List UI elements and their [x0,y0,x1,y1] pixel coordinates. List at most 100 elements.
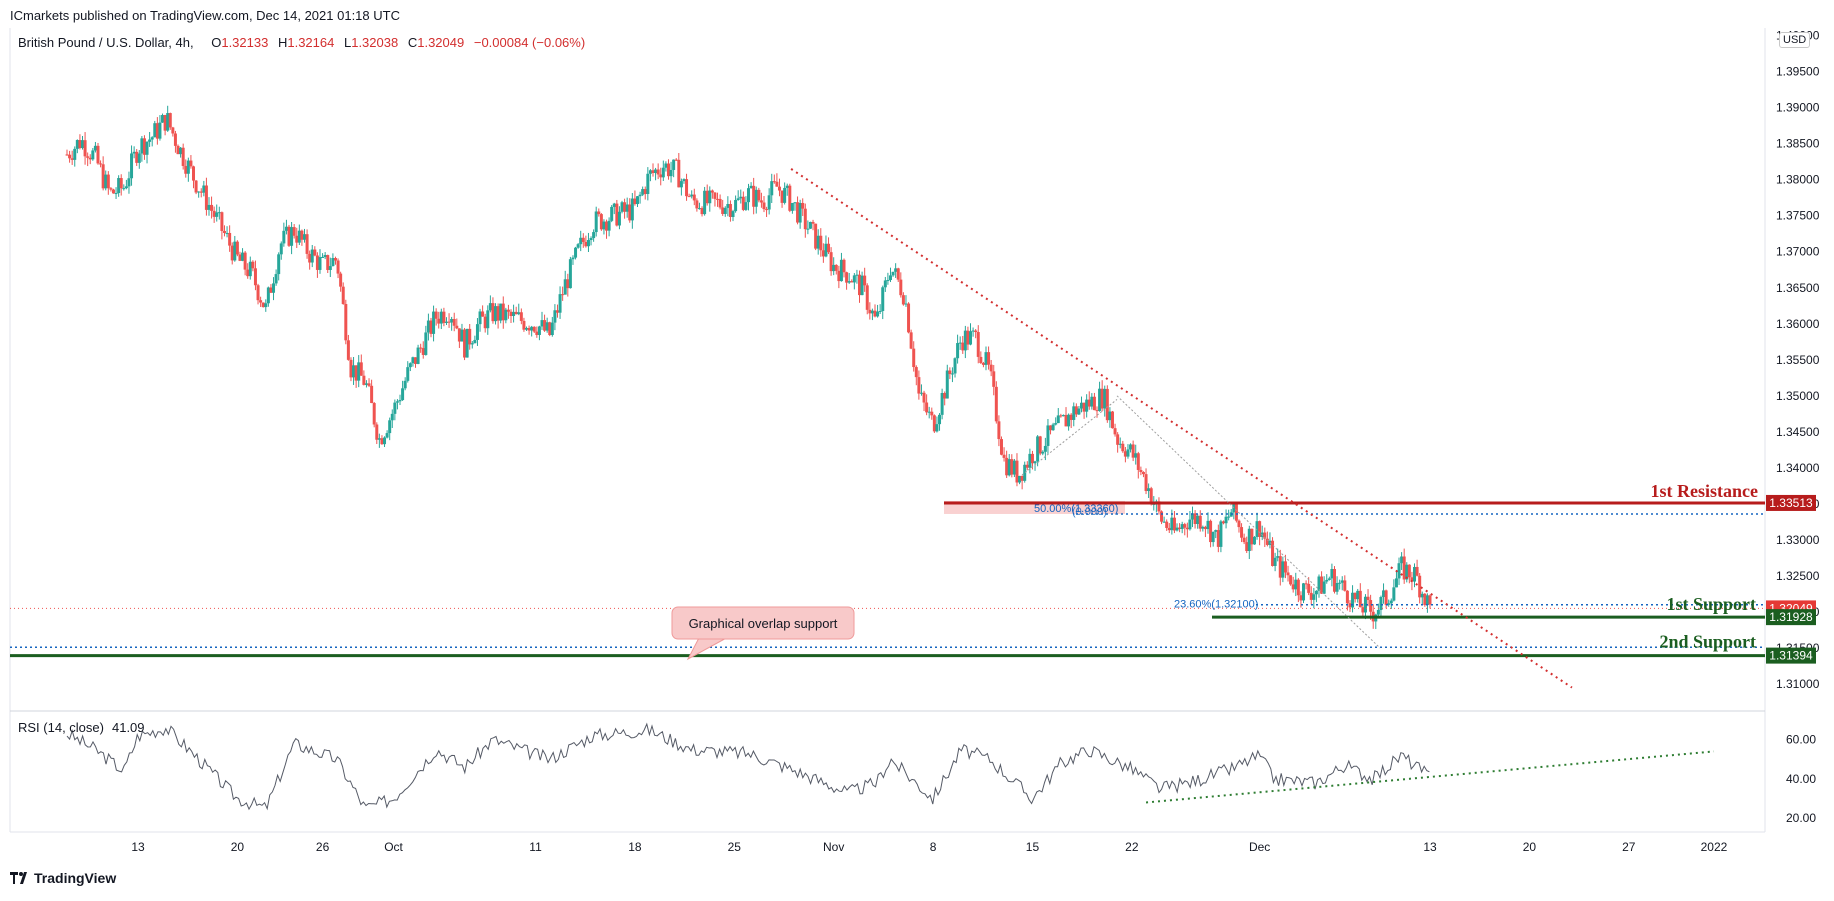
symbol-legend[interactable]: British Pound / U.S. Dollar, 4h, O1.3213… [18,35,585,50]
candle [969,323,973,346]
candle [525,326,529,331]
candle-body [1193,513,1197,524]
candle [997,415,1001,447]
candle-body [646,173,650,194]
candle [845,271,849,290]
candle [664,161,668,172]
candle-body [463,329,467,358]
candle-body [708,190,712,204]
candle [450,316,454,331]
candle-body [475,324,479,340]
candle-body [777,186,781,191]
candle [656,163,660,180]
candle-body [1183,524,1187,528]
candle-body [535,331,539,335]
candle [194,180,198,195]
candle-body [1108,411,1112,421]
candle-body [945,370,949,399]
candle [1157,497,1161,515]
candle-body [210,204,214,211]
candle-body [411,357,415,364]
candle-body [1291,584,1295,590]
candle [1366,589,1370,607]
candle-body [592,232,596,239]
candle [728,200,732,222]
candle [478,308,482,332]
candle-body [827,243,831,253]
candle-body [754,189,758,207]
candle-body [1265,538,1269,545]
candle-body [460,329,464,342]
candle-body [579,237,583,245]
candle-body [352,365,356,378]
candle-body [1113,428,1117,435]
candle-body [925,402,929,413]
currency-badge[interactable]: USD [1779,32,1811,48]
candle [984,346,988,371]
candle [1046,418,1050,454]
candle-body [651,170,655,174]
candle [318,249,322,274]
candle-body [1087,399,1091,407]
candle-body [486,310,490,329]
candle-body [78,140,82,149]
candle [390,409,394,428]
candle [522,317,526,332]
candle-body [1397,563,1401,579]
candle-body [385,433,389,438]
candle [380,435,384,445]
candle-body [540,320,544,327]
candle [961,335,965,354]
candle [837,265,841,289]
candle-body [566,279,570,289]
candle-body [966,330,970,345]
candle [966,326,970,351]
candle-body [987,352,991,365]
candle [827,237,831,255]
candle [1085,394,1089,418]
candle-body [171,127,175,134]
candle [1123,446,1127,463]
rsi-legend[interactable]: RSI (14, close) 41.09 [18,720,145,735]
candle [659,167,663,186]
candle-body [1369,600,1373,612]
candle-body [641,189,645,195]
candle [1023,461,1027,483]
candle-body [1025,464,1029,468]
candle [943,391,947,406]
candle [935,416,939,433]
candle [1338,579,1342,590]
candle-body [878,310,882,312]
candle-body [881,287,885,311]
candle-body [803,208,807,230]
candle [499,303,503,324]
candle-body [1118,443,1122,445]
candle [364,380,368,388]
candle-body [664,163,668,168]
candle [465,328,469,358]
candle-body [695,200,699,209]
candle-body [346,340,350,360]
candle [73,146,77,167]
ohlc-close: C1.32049 [407,35,465,50]
candle-body [1095,410,1099,412]
candle [290,222,294,255]
tradingview-logo[interactable]: TradingView [10,870,116,886]
candle-body [617,211,621,226]
candle-body [261,302,265,308]
candle-body [339,273,343,287]
candle-body [135,151,139,163]
candle-body [767,195,771,210]
candle-body [1219,521,1223,547]
candle-body [282,230,286,244]
candle-body [888,275,892,280]
candle [1265,531,1269,547]
candle [414,357,418,368]
candle-body [1389,600,1393,604]
candle-body [444,321,448,323]
candle [1394,570,1398,588]
candle [858,270,862,303]
candle [86,152,90,167]
candle-body [127,178,131,187]
